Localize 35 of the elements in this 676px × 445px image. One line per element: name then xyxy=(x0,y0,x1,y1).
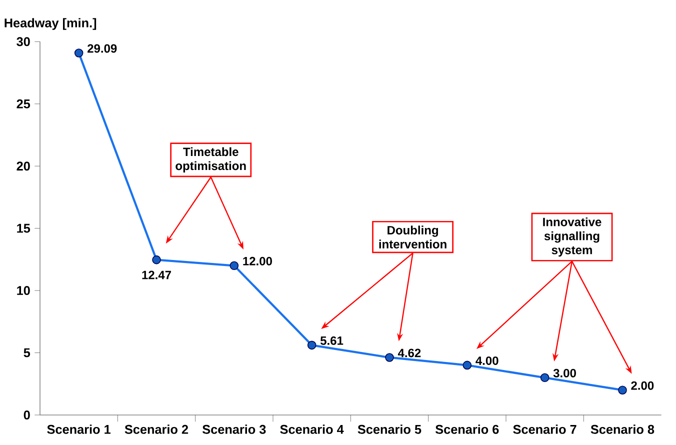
x-tick-label: Scenario 6 xyxy=(435,424,499,434)
annotation: Doubling intervention xyxy=(379,226,446,248)
x-tick-label: Scenario 7 xyxy=(513,424,576,434)
point xyxy=(74,48,84,58)
annotation: Timetable optimisation xyxy=(176,147,246,172)
data-label: 4.00 xyxy=(476,356,498,365)
x-tick-label: Scenario 4 xyxy=(280,424,344,434)
point xyxy=(152,255,161,264)
point xyxy=(540,373,550,382)
y-tick-label: 15 xyxy=(17,224,30,233)
y-tick-label: 30 xyxy=(16,37,30,46)
data-label: 3.00 xyxy=(553,368,576,378)
data-label: 12.00 xyxy=(243,256,272,266)
data-label: 4.62 xyxy=(398,348,421,358)
y-tick-label: 5 xyxy=(24,348,30,358)
y-tick-label: 25 xyxy=(16,99,30,108)
data-label: 12.47 xyxy=(142,270,171,280)
point xyxy=(618,386,627,394)
y-tick-label: 10 xyxy=(17,286,30,296)
x-tick-label: Scenario 1 xyxy=(47,424,111,434)
point xyxy=(462,360,472,370)
y-tick-label: 0 xyxy=(24,410,30,420)
data-label: 5.61 xyxy=(320,336,344,345)
data-label: 2.00 xyxy=(631,381,654,390)
point xyxy=(385,353,394,362)
x-tick-label: Scenario 2 xyxy=(124,424,188,434)
x-tick-label: Scenario 5 xyxy=(358,424,422,434)
annotation: Innovative signalling system xyxy=(543,217,602,257)
point xyxy=(307,340,316,350)
x-tick-label: Scenario 8 xyxy=(590,424,654,434)
point xyxy=(230,261,239,270)
x-tick-label: Scenario 3 xyxy=(202,424,266,434)
data-label: 29.09 xyxy=(88,44,117,53)
y-axis-title: Headway [min.] xyxy=(4,18,96,30)
y-tick-label: 20 xyxy=(16,162,30,171)
